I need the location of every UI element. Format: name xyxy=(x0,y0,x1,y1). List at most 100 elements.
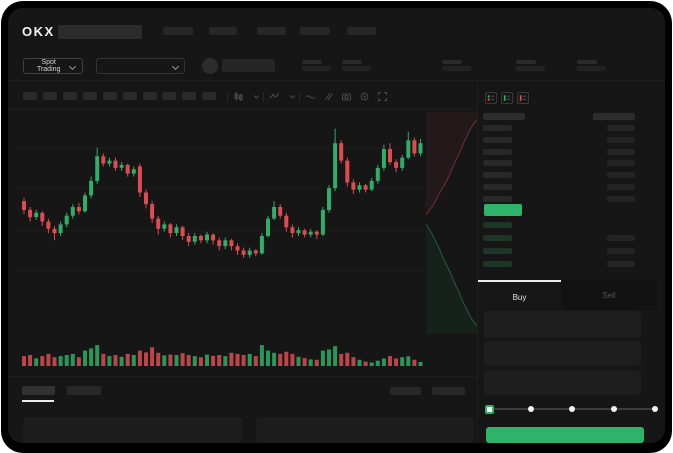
toolbar-separator xyxy=(299,92,300,102)
orderbook-last-price[interactable] xyxy=(484,204,522,216)
timeframe-button[interactable] xyxy=(23,92,37,100)
pair-avatar xyxy=(202,58,218,74)
slider-stop[interactable] xyxy=(569,406,575,412)
stat-value-placeholder xyxy=(577,66,606,71)
logo-adjacent-placeholder xyxy=(58,25,142,39)
ask-amount-placeholder xyxy=(607,184,635,190)
bottom-tab[interactable] xyxy=(67,386,101,395)
ask-amount-placeholder xyxy=(607,148,635,155)
bottom-tab-active[interactable] xyxy=(22,386,55,395)
ask-amount-placeholder xyxy=(607,195,635,202)
timeframe-button[interactable] xyxy=(202,92,216,100)
book-split-icon[interactable] xyxy=(485,92,497,104)
bottom-action-placeholder[interactable] xyxy=(432,387,465,395)
pair-name-placeholder xyxy=(222,59,275,72)
stat-label-placeholder xyxy=(442,60,462,64)
ask-amount-placeholder xyxy=(607,125,635,131)
divider xyxy=(8,376,477,377)
timeframe-button[interactable] xyxy=(143,92,157,100)
line-style-icon[interactable] xyxy=(305,91,316,102)
timeframe-button[interactable] xyxy=(182,92,196,100)
stat-value-placeholder xyxy=(516,66,545,71)
settings-icon[interactable] xyxy=(359,91,370,102)
timeframe-button[interactable] xyxy=(43,92,57,100)
ask-amount-placeholder xyxy=(607,136,635,143)
ask-price-placeholder xyxy=(483,195,512,202)
timeframe-button[interactable] xyxy=(103,92,117,100)
compare-icon[interactable] xyxy=(323,91,334,102)
amount-slider[interactable] xyxy=(8,8,665,443)
toolbar-separator xyxy=(263,92,264,102)
bid-amount-placeholder xyxy=(607,248,635,254)
camera-icon[interactable] xyxy=(341,91,352,102)
timeframe-button[interactable] xyxy=(63,92,77,100)
order-field-amount[interactable] xyxy=(484,341,641,366)
bid-price-placeholder xyxy=(483,261,512,267)
candlestick-chart[interactable] xyxy=(8,8,477,443)
stat-label-placeholder xyxy=(516,60,536,64)
book-bids-icon[interactable] xyxy=(501,92,513,104)
bid-price-placeholder xyxy=(483,248,512,254)
toolbar-separator xyxy=(227,92,228,102)
caret-down-icon[interactable] xyxy=(287,91,298,102)
slider-stop[interactable] xyxy=(527,406,534,412)
tab-buy[interactable]: Buy xyxy=(478,280,561,312)
slider-stop[interactable] xyxy=(652,406,658,412)
divider xyxy=(8,108,477,109)
orderbook-col-header-price xyxy=(483,113,525,120)
order-field-total[interactable] xyxy=(484,370,641,395)
orderbook-bids xyxy=(8,8,665,443)
market-type-dropdown[interactable]: Spot Trading xyxy=(23,58,83,74)
panel-divider xyxy=(477,80,478,443)
ask-price-placeholder xyxy=(483,136,512,143)
stat-label-placeholder xyxy=(577,60,597,64)
orderbook-view-switcher xyxy=(8,8,665,108)
slider-stop[interactable] xyxy=(610,406,617,412)
stat-label-placeholder xyxy=(302,60,322,64)
chart-toolbar-icons xyxy=(8,8,477,108)
book-asks-icon[interactable] xyxy=(517,92,529,104)
tab-sell[interactable]: Sell xyxy=(561,280,657,310)
ask-amount-placeholder xyxy=(607,160,635,167)
pair-selector-dropdown[interactable] xyxy=(96,58,185,74)
bid-amount-placeholder xyxy=(607,261,635,267)
depth-chart xyxy=(426,112,477,334)
ticker-stats xyxy=(8,8,665,78)
app-window: OKX Spot Trading xyxy=(8,8,665,443)
nav-item[interactable] xyxy=(347,27,376,35)
ask-price-placeholder xyxy=(483,148,512,155)
timeframe-button[interactable] xyxy=(83,92,97,100)
timeframe-button[interactable] xyxy=(123,92,137,100)
bottom-panel[interactable] xyxy=(23,417,242,443)
order-field-price[interactable] xyxy=(484,311,641,338)
bid-price-placeholder xyxy=(483,222,512,228)
bid-price-placeholder xyxy=(483,235,512,241)
okx-logo: OKX xyxy=(22,24,55,39)
bottom-action-placeholder[interactable] xyxy=(390,387,421,395)
ask-price-placeholder xyxy=(483,184,512,190)
nav-item[interactable] xyxy=(163,27,193,35)
indicator-icon[interactable] xyxy=(269,91,280,102)
nav-item[interactable] xyxy=(209,27,237,35)
fullscreen-icon[interactable] xyxy=(377,91,388,102)
nav-item[interactable] xyxy=(300,27,330,35)
stat-label-placeholder xyxy=(342,60,362,64)
bid-amount-placeholder xyxy=(607,235,635,241)
buy-submit-button[interactable] xyxy=(486,427,644,443)
nav-item[interactable] xyxy=(257,27,286,35)
top-nav xyxy=(8,8,665,44)
timeframe-bar xyxy=(8,8,228,108)
candlestick-icon[interactable] xyxy=(233,91,244,102)
caret-down-icon[interactable] xyxy=(251,91,262,102)
ask-price-placeholder xyxy=(483,172,512,179)
ask-price-placeholder xyxy=(483,125,512,131)
timeframe-button[interactable] xyxy=(162,92,176,100)
orderbook-col-header-amount xyxy=(593,113,635,120)
bottom-panel[interactable] xyxy=(256,417,474,443)
slider-handle[interactable] xyxy=(484,404,494,414)
stat-value-placeholder xyxy=(442,66,471,71)
tab-buy-label: Buy xyxy=(512,292,527,302)
market-type-label: Spot Trading xyxy=(36,59,61,73)
stat-value-placeholder xyxy=(302,66,331,71)
